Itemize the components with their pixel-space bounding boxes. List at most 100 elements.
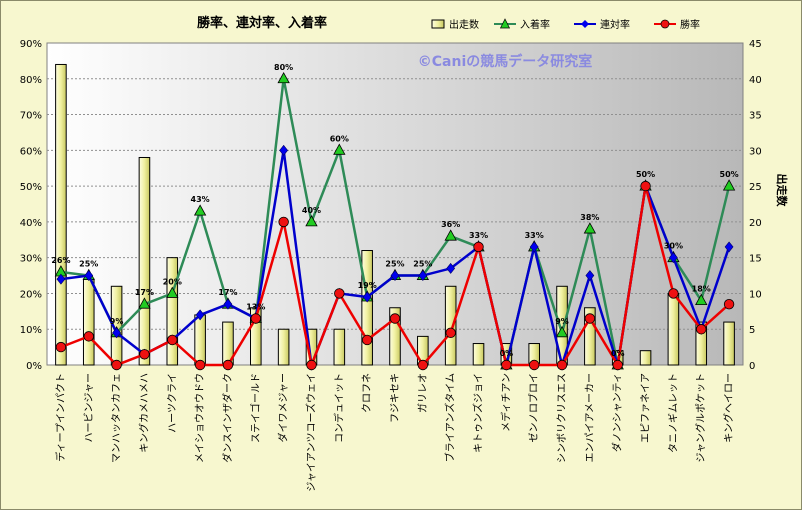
data-label: 20% [163,277,182,286]
data-label: 19% [358,281,377,290]
x-tick-label: エンパイアメーカー [584,373,596,463]
point [361,334,373,346]
legend-marker [660,19,670,29]
point [445,327,456,339]
legend: 出走数 入着率 連対率 勝率 [431,18,700,31]
bar [277,328,290,366]
y-tick-label: 0% [26,361,42,372]
x-tick-label: ジャイアンツコーズウェイ [304,373,317,492]
point [83,331,94,342]
y2-tick-label: 35 [749,111,762,122]
point [222,359,234,371]
bar [361,250,373,366]
x-tick-label: マンハッタンカフェ [111,373,123,463]
data-label: 26% [51,256,70,265]
y2-tick-label: 45 [749,39,762,50]
x-tick-label: タニノギムレット [667,373,679,453]
point [334,288,345,299]
data-label: 36% [441,220,460,229]
bar [723,321,735,366]
point [473,241,484,253]
data-label: 33% [469,231,488,240]
point [555,325,569,338]
x-tick-label: ダイワメジャー [277,373,290,443]
x-tick-label: コンデュイット [332,373,345,443]
point [56,273,66,285]
point [112,327,121,339]
data-label: 13% [246,302,265,311]
point [305,215,318,227]
data-label: 33% [525,231,544,240]
bar [55,63,67,366]
y2-tick-label: 20 [749,218,762,229]
data-label: 50% [720,170,739,179]
y-tick-label: 70% [20,111,42,122]
y2-axis-label: 出走数 [775,174,789,208]
point [193,204,207,216]
point [585,270,595,282]
data-label: 25% [79,260,98,269]
point [166,286,179,298]
bar [472,343,485,366]
point [584,313,596,324]
legend-marker [581,20,589,28]
bar [639,350,652,366]
x-tick-label: クロフネ [361,373,373,413]
y-tick-label: 30% [20,254,42,265]
x-tick-label: シンボリクリスエス [556,373,568,463]
bar [333,328,346,366]
x-tick-label: ハービンジャー [83,373,95,443]
data-label: 80% [274,63,293,72]
x-tick-label: フジキセキ [389,373,401,423]
legend-marker [499,18,511,29]
y2-tick-label: 5 [749,325,755,336]
bar [166,257,179,366]
bar [389,307,401,366]
x-tick-label: ブライアンズタイム [444,373,457,462]
x-tick-label: ダノンシャンティ [611,373,624,452]
bar [584,307,596,366]
y-tick-label: 10% [20,325,42,336]
data-label: 0% [500,349,514,358]
x-tick-label: キトゥンズジョイ [472,373,485,453]
x-tick-label: ジャングルポケット [694,373,707,463]
point [223,298,233,310]
data-label: 18% [692,285,711,294]
x-tick-label: ステイゴールド [249,373,262,443]
legend-label: 連対率 [600,18,630,31]
point [138,297,151,309]
point [277,71,290,84]
point [529,241,539,253]
data-label: 43% [191,195,210,204]
point [640,180,651,192]
x-tick-label: キングヘイロー [722,373,735,443]
point [417,359,429,371]
legend-swatch [431,19,445,29]
y-tick-label: 60% [20,146,42,157]
data-label: 25% [385,260,404,269]
point [279,144,289,156]
data-label: 38% [580,213,599,222]
point [418,270,428,282]
bar [695,321,708,366]
point [556,359,568,371]
x-tick-label: メディチアン [499,373,512,432]
point [55,341,67,353]
chart-title: 勝率、連対率、入着率 [197,15,327,31]
y2-tick-label: 0 [749,361,755,372]
point [390,270,400,282]
point [333,143,346,155]
point [194,359,206,371]
point [250,313,262,324]
y-tick-label: 50% [20,182,42,193]
point [389,313,401,324]
bar [194,314,206,366]
point [195,309,205,321]
x-tick-label: エピファネイア [640,373,652,443]
legend-label: 勝率 [680,18,700,31]
x-tick-label: キングカメハメハ [137,373,150,453]
data-label: 30% [664,242,683,251]
point [612,359,623,371]
x-tick-label: メイショウオウドウ [194,373,206,463]
